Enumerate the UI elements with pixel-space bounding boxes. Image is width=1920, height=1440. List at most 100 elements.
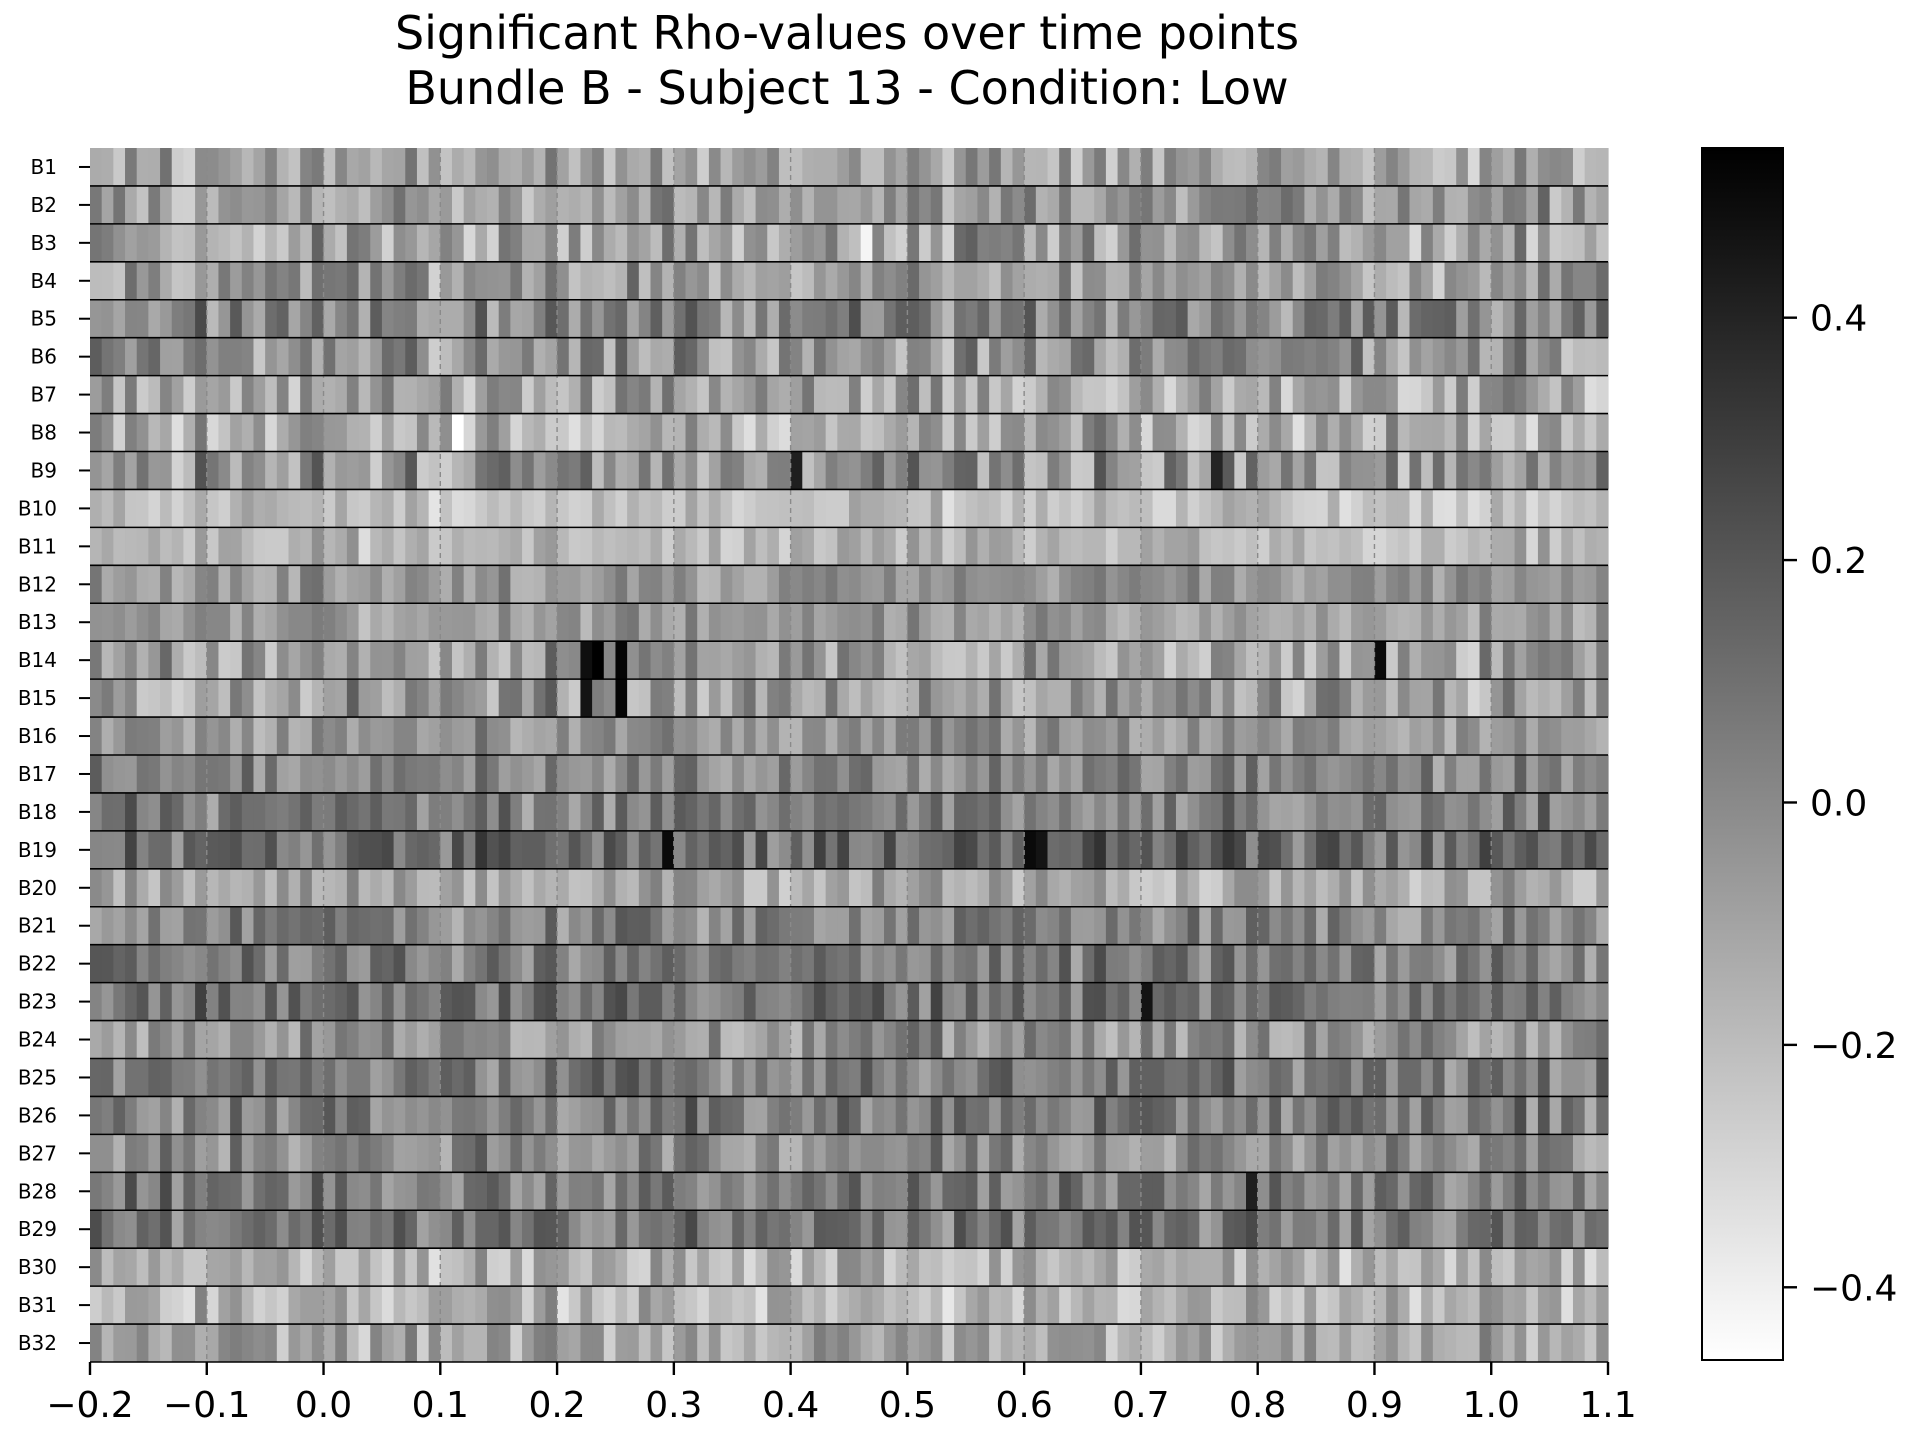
heatmap-cell (650, 982, 663, 1021)
heatmap-cell (650, 868, 663, 908)
heatmap-cell (405, 337, 418, 377)
heatmap-cell (1467, 261, 1481, 301)
heatmap-cell (1175, 982, 1189, 1021)
heatmap-cell (335, 1210, 348, 1249)
heatmap-cell (463, 565, 476, 604)
heatmap-cell (288, 337, 301, 377)
heatmap-cell (720, 1210, 733, 1249)
heatmap-cell (662, 489, 675, 528)
heatmap-cell (335, 565, 348, 604)
heatmap-cell (1362, 641, 1376, 680)
heatmap-cell (930, 1248, 944, 1287)
heatmap-cell (1047, 1248, 1060, 1287)
heatmap-cell (1304, 1096, 1317, 1135)
heatmap-cell (253, 261, 266, 301)
heatmap-cell (1257, 603, 1270, 642)
heatmap-cell (673, 641, 687, 680)
heatmap-cell (533, 565, 546, 604)
heatmap-cell (311, 1134, 325, 1173)
heatmap-cell (615, 148, 628, 187)
heatmap-cell (510, 489, 523, 528)
heatmap-cell (346, 148, 360, 187)
heatmap-cell (1187, 603, 1200, 642)
heatmap-cell (592, 641, 605, 680)
heatmap-cell (825, 792, 838, 832)
heatmap-cell (755, 603, 768, 642)
heatmap-cell (1304, 1210, 1317, 1249)
heatmap-cell (1584, 527, 1597, 566)
heatmap-cell (1514, 1248, 1527, 1287)
heatmap-cell (954, 413, 967, 452)
heatmap-cell (1374, 565, 1387, 604)
heatmap-cell (954, 1248, 967, 1287)
heatmap-cell (895, 527, 908, 566)
heatmap-cell (1514, 1020, 1527, 1059)
heatmap-cell (568, 489, 582, 528)
heatmap-cell (743, 527, 757, 566)
heatmap-cell (1456, 717, 1469, 756)
heatmap-cell (1024, 1096, 1037, 1135)
heatmap-cell (1175, 489, 1189, 528)
heatmap-cell (358, 792, 371, 832)
heatmap-cell (942, 717, 955, 756)
heatmap-cell (1246, 413, 1259, 452)
heatmap-cell (743, 755, 757, 794)
heatmap-cell (265, 906, 278, 946)
heatmap-cell (1596, 717, 1609, 756)
heatmap-cell (253, 1020, 266, 1059)
heatmap-cell (942, 1020, 955, 1059)
heatmap-cell (533, 489, 546, 528)
heatmap-cell (860, 830, 873, 870)
heatmap-cell (335, 830, 348, 870)
heatmap-cell (930, 489, 944, 528)
heatmap-cell (977, 1210, 990, 1249)
heatmap-cell (311, 527, 325, 566)
heatmap-cell (1537, 641, 1551, 680)
heatmap-cell (650, 1058, 663, 1097)
heatmap-cell (615, 413, 628, 452)
heatmap-cell (1082, 982, 1095, 1021)
heatmap-cell (440, 223, 453, 263)
heatmap-cell (580, 830, 593, 870)
heatmap-cell (1094, 792, 1107, 832)
heatmap-cell (837, 1286, 850, 1325)
heatmap-cell (720, 755, 733, 794)
heatmap-cell (895, 1058, 908, 1097)
heatmap-cell (1351, 185, 1364, 225)
heatmap-cell (708, 679, 722, 718)
heatmap-cell (522, 982, 535, 1021)
heatmap-cell (451, 1286, 465, 1325)
heatmap-cell (1082, 1248, 1095, 1287)
heatmap-cell (1164, 944, 1177, 984)
heatmap-cell (1444, 489, 1457, 528)
heatmap-cell (1456, 261, 1469, 301)
heatmap-cell (522, 413, 535, 452)
heatmap-cell (1012, 906, 1025, 946)
heatmap-cell (1421, 906, 1434, 946)
heatmap-cell (638, 906, 652, 946)
heatmap-cell (954, 565, 967, 604)
heatmap-cell (160, 261, 173, 301)
heatmap-cell (743, 1286, 757, 1325)
heatmap-cell (1467, 603, 1481, 642)
heatmap-cell (90, 148, 103, 187)
heatmap-cell (463, 906, 476, 946)
heatmap-cell (300, 1134, 313, 1173)
heatmap-cell (673, 603, 687, 642)
heatmap-cell (1526, 1324, 1539, 1363)
heatmap-cell (1024, 906, 1037, 946)
heatmap-cell (206, 679, 220, 718)
heatmap-cell (1210, 413, 1224, 452)
heatmap-cell (218, 1324, 231, 1363)
heatmap-cell (148, 1248, 161, 1287)
heatmap-cell (311, 299, 325, 339)
heatmap-cell (428, 1134, 441, 1173)
heatmap-cell (755, 527, 768, 566)
heatmap-cell (1327, 489, 1341, 528)
heatmap-cell (1012, 527, 1025, 566)
heatmap-cell (475, 148, 488, 187)
heatmap-cell (615, 489, 628, 528)
heatmap-cell (358, 1096, 371, 1135)
heatmap-cell (545, 944, 558, 984)
heatmap-cell (160, 148, 173, 187)
